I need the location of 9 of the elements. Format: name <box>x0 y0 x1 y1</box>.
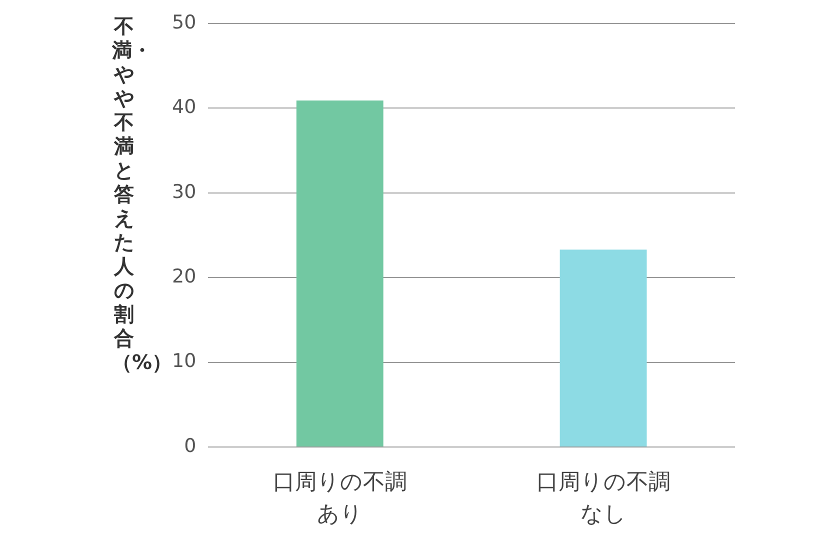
y-tick-label: 0 <box>184 434 196 457</box>
x-tick-label: 口周りの不調あり <box>272 469 408 529</box>
y-tick-label: 20 <box>172 265 196 288</box>
text: 不満・やや不満と答えた人の割合（%） <box>112 14 172 374</box>
y-tick-label: 50 <box>172 11 196 34</box>
x-tick-label: 口周りの不調なし <box>535 469 672 529</box>
y-tick-label: 10 <box>172 350 196 372</box>
y-tick-label: 40 <box>172 96 196 118</box>
y-tick-label: 30 <box>172 180 196 203</box>
